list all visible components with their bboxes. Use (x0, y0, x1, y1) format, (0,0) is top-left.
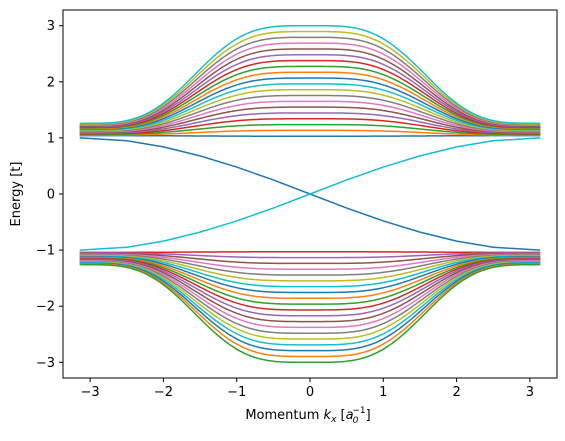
valence-band-line (79, 254, 541, 282)
conduction-band-line (79, 42, 541, 127)
x-tick-label: 2 (452, 385, 460, 400)
conduction-band-line (79, 112, 541, 134)
valence-band-line (79, 257, 541, 305)
valence-band-line (79, 253, 541, 270)
edge-states (79, 137, 541, 251)
y-tick-label: 2 (47, 75, 55, 90)
x-tick-label: −1 (227, 385, 246, 400)
valence-band-line (79, 260, 541, 329)
conduction-band-line (79, 94, 541, 132)
valence-band-line (79, 259, 541, 323)
valence-band-line (79, 263, 541, 364)
valence-band-line (79, 260, 541, 334)
x-tick-label: 0 (306, 385, 314, 400)
valence-band-line (79, 256, 541, 300)
edge-state-line (79, 137, 541, 251)
x-tick-label: −2 (154, 385, 173, 400)
conduction-band-line (79, 77, 541, 130)
valence-band-line (79, 251, 541, 254)
valence-band-line (79, 255, 541, 288)
conduction-band-line (79, 65, 541, 129)
y-tick-label: −3 (36, 356, 55, 371)
conduction-band-line (79, 134, 541, 137)
conduction-band-line (79, 123, 541, 136)
conduction-band-line (79, 54, 541, 128)
valence-band-line (79, 254, 541, 276)
x-tick-label: −3 (81, 385, 100, 400)
valence-band-line (79, 262, 541, 352)
x-axis-label: Momentum kx [a0−1] (245, 406, 370, 426)
y-axis-ticks: −3 −2 −1 0 1 2 3 (36, 19, 63, 371)
conduction-band-line (79, 106, 541, 134)
valence-band-line (79, 263, 541, 358)
conduction-band-line (79, 48, 541, 127)
valence-band-line (79, 261, 541, 340)
y-tick-label: −1 (36, 244, 55, 259)
valence-band-line (79, 252, 541, 259)
y-tick-label: 1 (47, 131, 55, 146)
bulk-bands (79, 24, 541, 364)
y-tick-label: 0 (47, 188, 55, 203)
x-tick-label: 1 (379, 385, 387, 400)
conduction-band-line (79, 83, 541, 131)
conduction-band-line (79, 71, 541, 130)
valence-band-line (79, 256, 541, 294)
conduction-band-line (79, 129, 541, 136)
conduction-band-line (79, 59, 541, 128)
valence-band-line (79, 258, 541, 317)
y-axis-label: Energy [t] (9, 162, 24, 227)
y-tick-label: 3 (47, 19, 55, 34)
conduction-band-line (79, 88, 541, 132)
conduction-band-line (79, 100, 541, 133)
y-tick-label: −2 (36, 300, 55, 315)
conduction-band-line (79, 30, 541, 125)
conduction-band-line (79, 24, 541, 125)
valence-band-line (79, 261, 541, 346)
valence-band-line (79, 258, 541, 311)
x-axis-ticks: −3 −2 −1 0 1 2 3 (81, 378, 534, 400)
x-tick-label: 3 (526, 385, 534, 400)
valence-band-line (79, 252, 541, 265)
conduction-band-line (79, 118, 541, 135)
conduction-band-line (79, 36, 541, 126)
